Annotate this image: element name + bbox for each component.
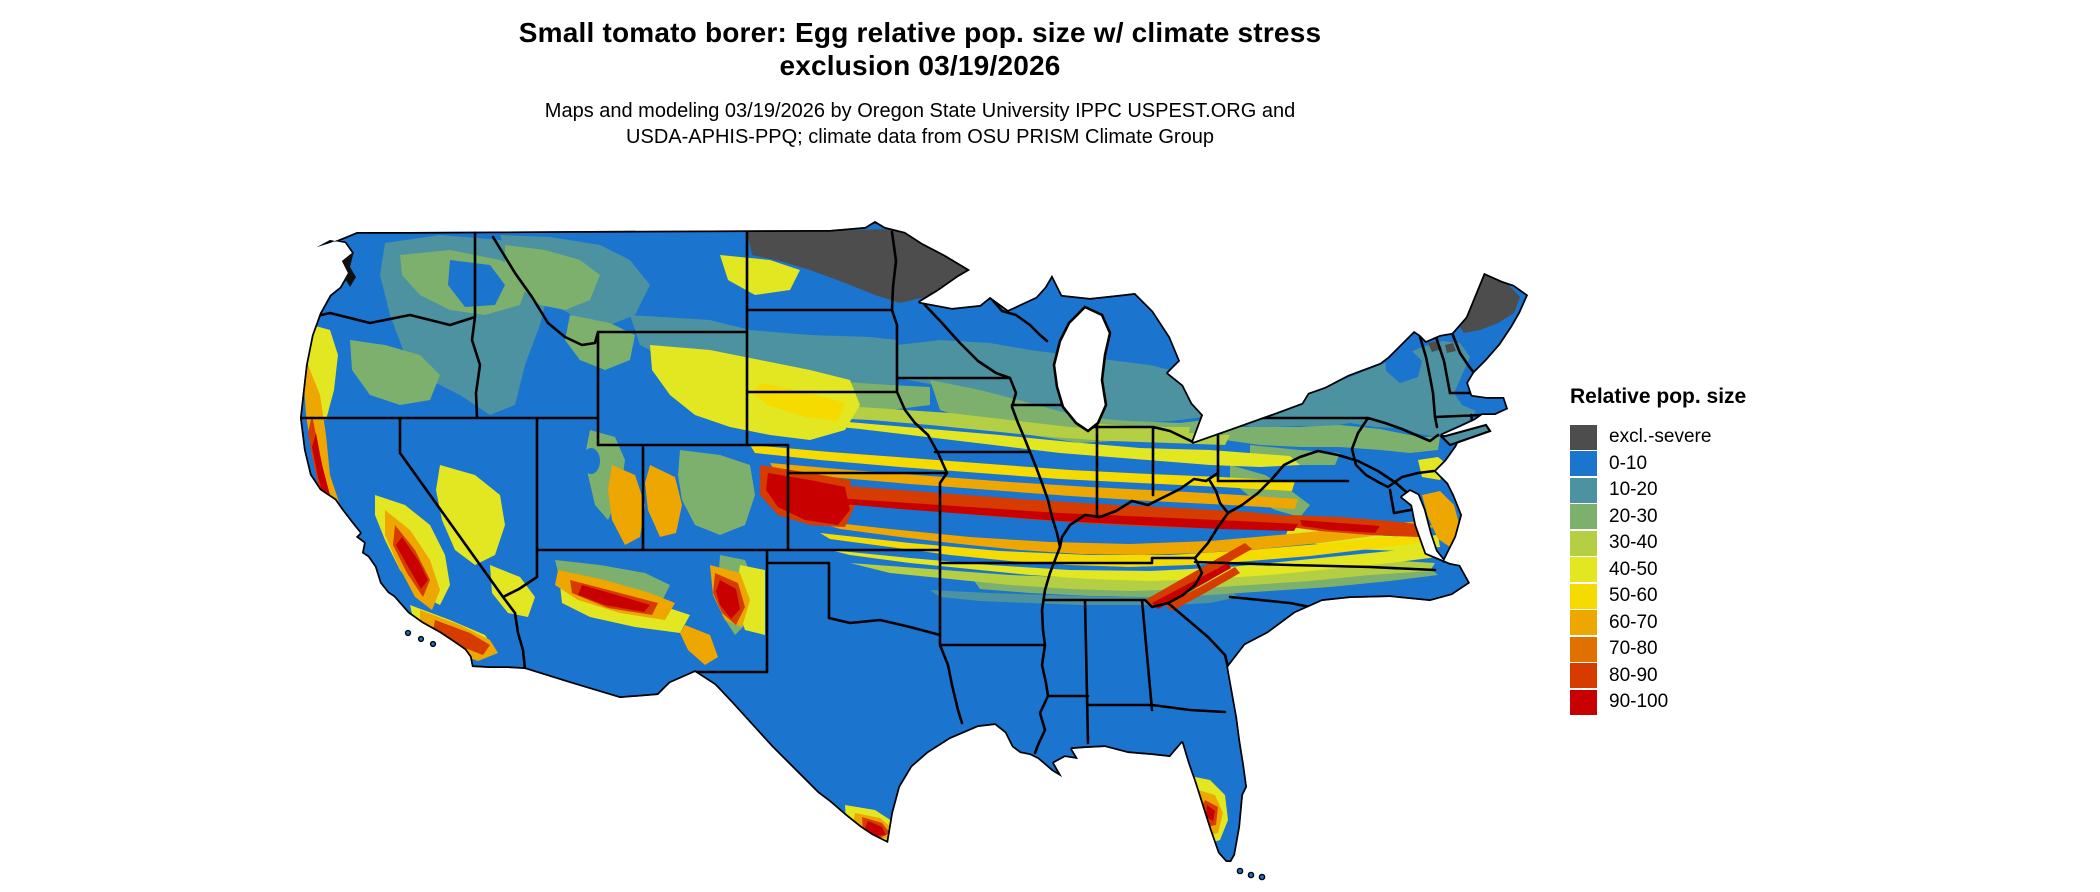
legend-label: 40-50 [1609, 558, 1658, 580]
legend-row: 10-20 [1570, 477, 1746, 504]
legend-label: 30-40 [1609, 532, 1658, 554]
legend-label: 90-100 [1609, 691, 1669, 713]
legend-row: 20-30 [1570, 504, 1746, 531]
state-borders [300, 230, 1484, 755]
legend-label: 60-70 [1609, 611, 1658, 633]
us-map-svg [300, 221, 1528, 881]
legend-swatch-10-20 [1570, 477, 1597, 503]
legend-swatch-0-10 [1570, 451, 1597, 477]
page-title-line1: Small tomato borer: Egg relative pop. si… [518, 17, 1322, 48]
us-outline [300, 221, 1528, 862]
legend-row: 30-40 [1570, 530, 1746, 557]
map-fill-layers [300, 221, 1528, 862]
legend-row: 60-70 [1570, 610, 1746, 637]
legend-label: 70-80 [1609, 638, 1658, 660]
legend-row: 70-80 [1570, 636, 1746, 663]
legend-swatch-90-100 [1570, 689, 1597, 715]
legend-row: excl.-severe [1570, 424, 1746, 451]
lake-michigan [1052, 305, 1112, 433]
islands [404, 629, 1266, 881]
legend-swatch-excl-severe [1570, 424, 1597, 450]
legend-label: 10-20 [1609, 479, 1658, 501]
legend-row: 50-60 [1570, 583, 1746, 610]
subtitle-line2: USDA-APHIS-PPQ; climate data from OSU PR… [626, 126, 1214, 148]
legend-label: 80-90 [1609, 664, 1658, 686]
page-title-line2: exclusion 03/19/2026 [779, 50, 1061, 81]
map-legend: Relative pop. size excl.-severe 0-10 10-… [1570, 385, 1746, 716]
legend-swatch-50-60 [1570, 583, 1597, 609]
us-map [290, 165, 1560, 892]
legend-label: 20-30 [1609, 505, 1658, 527]
long-island [1439, 423, 1492, 447]
legend-label: 0-10 [1609, 452, 1648, 474]
subtitle-line1: Maps and modeling 03/19/2026 by Oregon S… [544, 100, 1296, 122]
title-block: Small tomato borer: Egg relative pop. si… [0, 16, 1840, 150]
legend-swatch-40-50 [1570, 557, 1597, 583]
legend-label: excl.-severe [1609, 426, 1712, 448]
legend-row: 90-100 [1570, 689, 1746, 716]
legend-swatch-20-30 [1570, 504, 1597, 530]
subtitle-block: Maps and modeling 03/19/2026 by Oregon S… [0, 98, 1840, 150]
legend-swatch-60-70 [1570, 610, 1597, 636]
map-layer-red [312, 433, 1380, 836]
legend-row: 40-50 [1570, 557, 1746, 584]
legend-title: Relative pop. size [1570, 385, 1747, 408]
legend-swatch-80-90 [1570, 663, 1597, 689]
legend-label: 50-60 [1609, 585, 1658, 607]
legend-swatch-30-40 [1570, 530, 1597, 556]
legend-row: 80-90 [1570, 663, 1746, 690]
legend-row: 0-10 [1570, 451, 1746, 478]
legend-swatch-70-80 [1570, 636, 1597, 662]
